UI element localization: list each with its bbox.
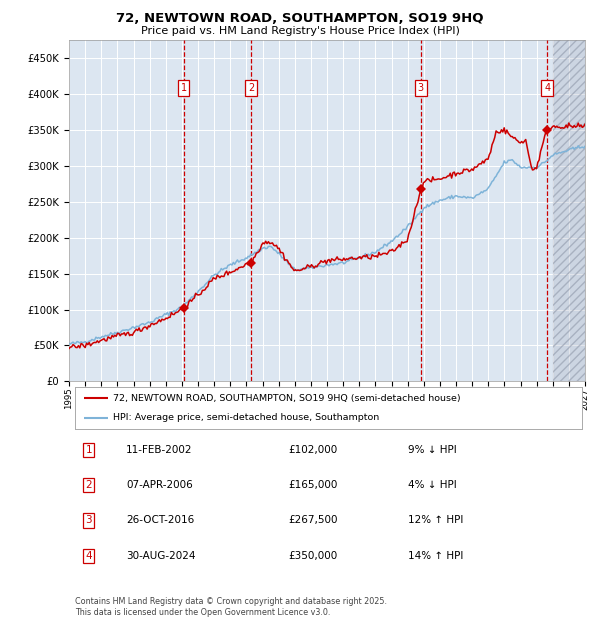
Text: 11-FEB-2002: 11-FEB-2002 xyxy=(126,445,193,455)
Text: 72, NEWTOWN ROAD, SOUTHAMPTON, SO19 9HQ: 72, NEWTOWN ROAD, SOUTHAMPTON, SO19 9HQ xyxy=(116,12,484,25)
Text: £102,000: £102,000 xyxy=(288,445,337,455)
Text: 4: 4 xyxy=(544,83,550,93)
Bar xyxy=(553,40,585,381)
Bar xyxy=(553,40,585,381)
Text: HPI: Average price, semi-detached house, Southampton: HPI: Average price, semi-detached house,… xyxy=(113,413,379,422)
Text: Contains HM Land Registry data © Crown copyright and database right 2025.
This d: Contains HM Land Registry data © Crown c… xyxy=(75,598,387,617)
Text: £267,500: £267,500 xyxy=(288,515,337,526)
Text: 3: 3 xyxy=(418,83,424,93)
Text: 4% ↓ HPI: 4% ↓ HPI xyxy=(408,480,457,490)
Text: 2: 2 xyxy=(85,480,92,490)
Text: 4: 4 xyxy=(85,551,92,561)
Text: Price paid vs. HM Land Registry's House Price Index (HPI): Price paid vs. HM Land Registry's House … xyxy=(140,26,460,36)
Text: 07-APR-2006: 07-APR-2006 xyxy=(126,480,193,490)
Text: 3: 3 xyxy=(85,515,92,526)
Text: 1: 1 xyxy=(85,445,92,455)
Text: 72, NEWTOWN ROAD, SOUTHAMPTON, SO19 9HQ (semi-detached house): 72, NEWTOWN ROAD, SOUTHAMPTON, SO19 9HQ … xyxy=(113,394,461,403)
Text: £165,000: £165,000 xyxy=(288,480,337,490)
Text: 26-OCT-2016: 26-OCT-2016 xyxy=(126,515,194,526)
Text: 2: 2 xyxy=(248,83,254,93)
Text: £350,000: £350,000 xyxy=(288,551,337,561)
Text: 9% ↓ HPI: 9% ↓ HPI xyxy=(408,445,457,455)
Text: 1: 1 xyxy=(181,83,187,93)
Text: 14% ↑ HPI: 14% ↑ HPI xyxy=(408,551,463,561)
Text: 30-AUG-2024: 30-AUG-2024 xyxy=(126,551,196,561)
Text: 12% ↑ HPI: 12% ↑ HPI xyxy=(408,515,463,526)
